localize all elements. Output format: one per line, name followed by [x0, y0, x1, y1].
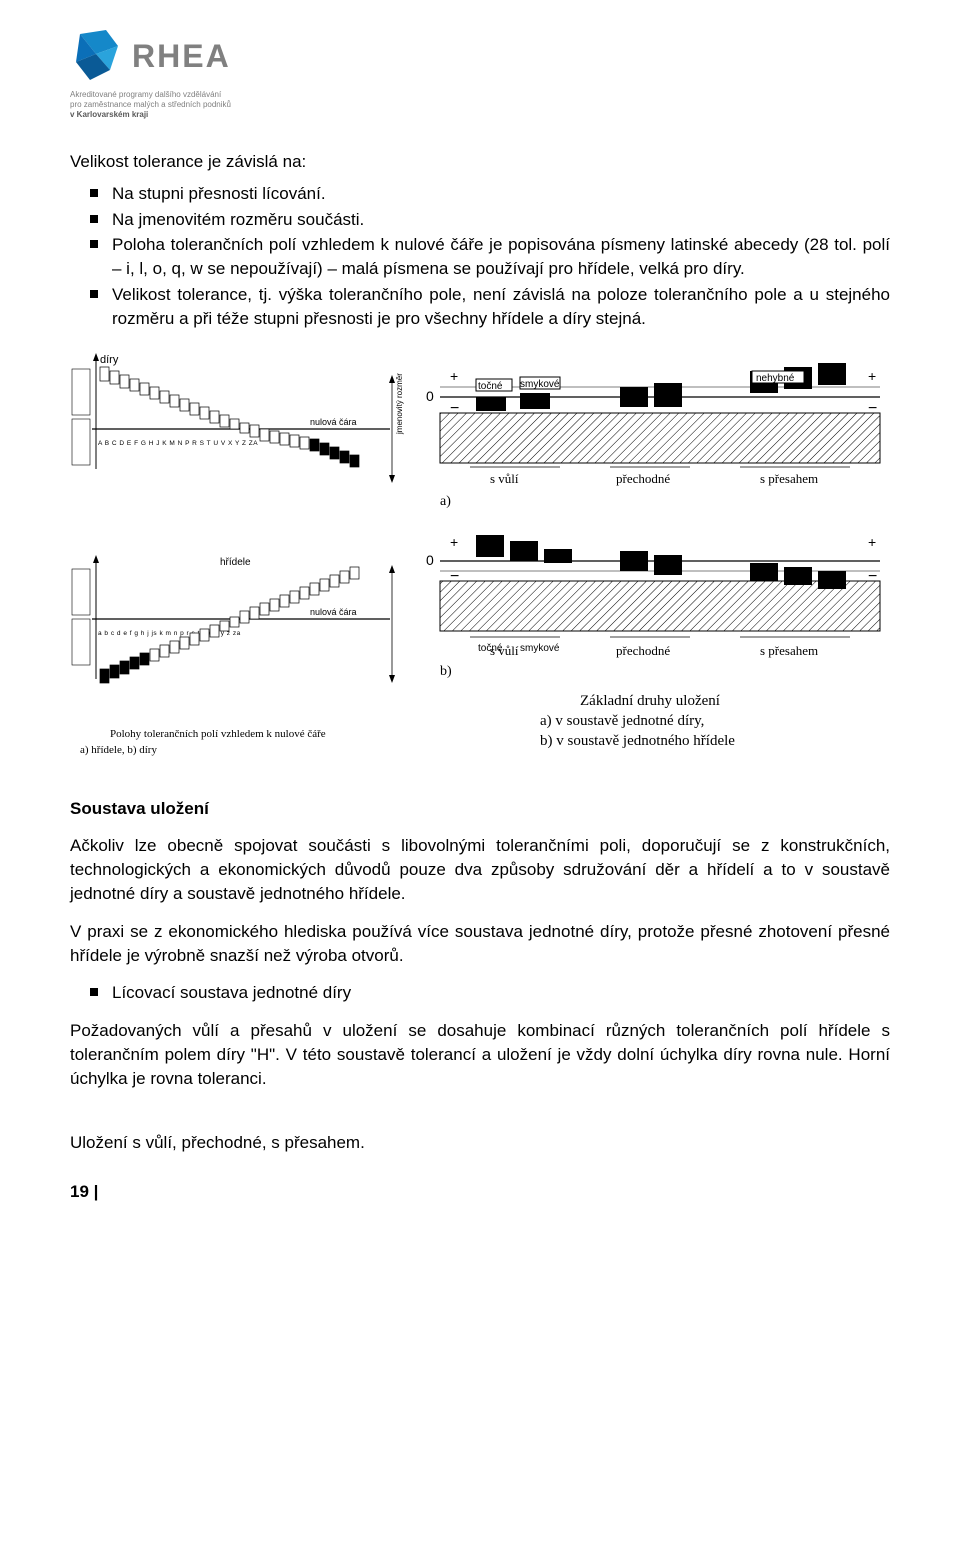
fig-left-hridele-label: hřídele	[220, 557, 251, 568]
bullet-list-2: Lícovací soustava jednotné díry	[70, 981, 890, 1005]
paragraph-1: Ačkoliv lze obecně spojovat součásti s l…	[70, 834, 890, 905]
svg-text:+: +	[450, 368, 458, 384]
svg-text:s přesahem: s přesahem	[760, 471, 818, 486]
svg-text:přechodné: přechodné	[616, 471, 670, 486]
svg-text:točné: točné	[478, 381, 503, 392]
fig-left-top-label: díry	[100, 354, 119, 366]
footer-line: Uložení s vůlí, přechodné, s přesahem.	[70, 1131, 890, 1155]
fig-left-caption-sub: a) hřídele, b) díry	[80, 744, 157, 756]
svg-text:a): a)	[440, 494, 451, 509]
svg-text:nehybné: nehybné	[756, 373, 795, 384]
paragraph-2: V praxi se z ekonomického hlediska použí…	[70, 920, 890, 968]
fig-left-jmenovity-label: jmenovitý rozměr	[395, 372, 404, 434]
bullet-item: Poloha tolerančních polí vzhledem k nulo…	[112, 233, 890, 281]
bullet-item: Na jmenovitém rozměru součásti.	[112, 208, 890, 232]
fig-right-caption-a: a) v soustavě jednotné díry,	[540, 713, 704, 729]
svg-text:smykové: smykové	[520, 643, 560, 654]
svg-text:+: +	[868, 534, 876, 550]
fig-left-nulova-cara-label: nulová čára	[310, 417, 357, 427]
svg-text:smykové: smykové	[520, 379, 560, 390]
logo-subtitle: Akreditované programy dalšího vzdělávání…	[70, 90, 290, 120]
section-title-soustava: Soustava uložení	[70, 797, 890, 821]
logo-sub-line3: v Karlovarském kraji	[70, 110, 148, 119]
paragraph-3: Požadovaných vůlí a přesahů v uložení se…	[70, 1019, 890, 1090]
fig-right-caption-b: b) v soustavě jednotného hřídele	[540, 733, 735, 749]
fig-left-letters-top: A B C D E F G H J K M N P R S T U V X Y …	[98, 440, 258, 447]
svg-text:přechodné: přechodné	[616, 643, 670, 658]
bullet-list-1: Na stupni přesnosti lícování. Na jmenovi…	[70, 182, 890, 331]
figure-right: 0 +− +− točné smykové nehybné	[420, 349, 890, 769]
figure-left: díry nulová čára A B C D E F G H J K M N…	[70, 349, 410, 769]
svg-text:0: 0	[426, 388, 434, 404]
svg-text:s vůlí: s vůlí	[490, 643, 519, 658]
svg-text:+: +	[450, 534, 458, 550]
bullet-text: Velikost tolerance, tj. výška toleranční…	[112, 285, 890, 328]
svg-text:s přesahem: s přesahem	[760, 643, 818, 658]
logo-gem-icon	[70, 28, 122, 84]
bullet-item: Na stupni přesnosti lícování.	[112, 182, 890, 206]
logo-row: RHEA	[70, 28, 890, 84]
svg-text:b): b)	[440, 664, 452, 679]
bullet-text: Na jmenovitém rozměru součásti.	[112, 210, 364, 229]
bullet-item: Velikost tolerance, tj. výška toleranční…	[112, 283, 890, 331]
bullet-item: Lícovací soustava jednotné díry	[112, 981, 890, 1005]
logo-brand-text: RHEA	[132, 34, 231, 79]
svg-text:+: +	[868, 368, 876, 384]
bullet-text: Lícovací soustava jednotné díry	[112, 983, 351, 1002]
fig-left-nulova-cara-label-b: nulová čára	[310, 607, 357, 617]
heading-velikost-tolerance: Velikost tolerance je závislá na:	[70, 150, 890, 174]
svg-text:s vůlí: s vůlí	[490, 471, 519, 486]
svg-text:0: 0	[426, 552, 434, 568]
fig-left-caption-main: Polohy tolerančních polí vzhledem k nulo…	[110, 728, 326, 740]
bullet-text: Poloha tolerančních polí vzhledem k nulo…	[112, 235, 890, 278]
logo-sub-line1: Akreditované programy dalšího vzdělávání	[70, 90, 221, 99]
page-number: 19 |	[70, 1180, 890, 1204]
logo-block: RHEA Akreditované programy dalšího vzděl…	[70, 28, 890, 120]
bullet-text: Na stupni přesnosti lícování.	[112, 184, 326, 203]
figure-area: díry nulová čára A B C D E F G H J K M N…	[70, 349, 890, 769]
logo-sub-line2: pro zaměstnance malých a středních podni…	[70, 100, 231, 109]
fig-right-caption-title: Základní druhy uložení	[580, 693, 720, 709]
